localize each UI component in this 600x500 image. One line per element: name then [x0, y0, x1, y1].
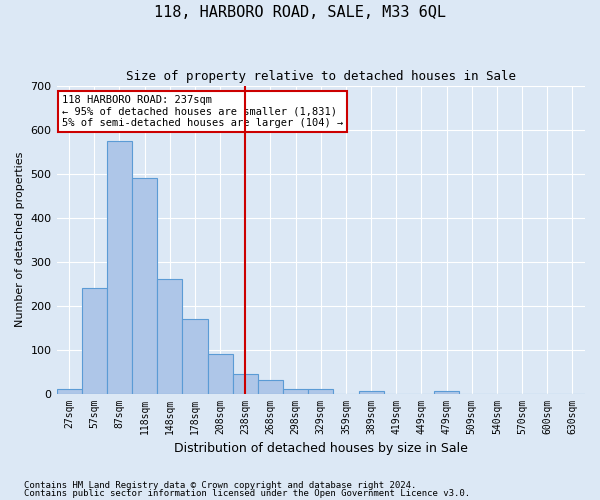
Bar	[233, 374, 258, 394]
Bar	[359, 392, 383, 394]
Bar	[308, 389, 334, 394]
Bar	[208, 354, 233, 394]
Bar	[82, 288, 107, 394]
Bar	[56, 389, 82, 394]
Text: 118, HARBORO ROAD, SALE, M33 6QL: 118, HARBORO ROAD, SALE, M33 6QL	[154, 5, 446, 20]
Y-axis label: Number of detached properties: Number of detached properties	[15, 152, 25, 327]
X-axis label: Distribution of detached houses by size in Sale: Distribution of detached houses by size …	[174, 442, 468, 455]
Text: Contains HM Land Registry data © Crown copyright and database right 2024.: Contains HM Land Registry data © Crown c…	[24, 480, 416, 490]
Bar	[157, 279, 182, 394]
Bar	[182, 319, 208, 394]
Bar	[283, 389, 308, 394]
Text: Contains public sector information licensed under the Open Government Licence v3: Contains public sector information licen…	[24, 490, 470, 498]
Bar	[132, 178, 157, 394]
Bar	[434, 392, 459, 394]
Bar	[107, 140, 132, 394]
Text: 118 HARBORO ROAD: 237sqm
← 95% of detached houses are smaller (1,831)
5% of semi: 118 HARBORO ROAD: 237sqm ← 95% of detach…	[62, 95, 343, 128]
Title: Size of property relative to detached houses in Sale: Size of property relative to detached ho…	[126, 70, 516, 83]
Bar	[258, 380, 283, 394]
